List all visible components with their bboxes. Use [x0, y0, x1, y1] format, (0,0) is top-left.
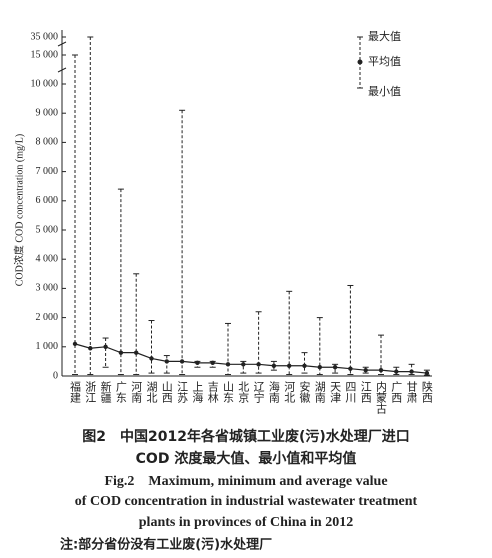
caption: plants in provinces of China in 2012 [139, 515, 353, 530]
y-tick-label: 10 000 [31, 78, 59, 89]
x-tick-label: 江西 [359, 381, 372, 403]
x-tick-label: 海南 [267, 380, 280, 403]
x-tick-label: 吉林 [206, 381, 219, 403]
caption: of COD concentration in industrial waste… [75, 494, 418, 509]
y-tick-label: 6 000 [36, 195, 59, 206]
average-dot [164, 359, 169, 364]
average-dot [363, 367, 368, 373]
caption: COD 浓度最大值、最小值和平均值 [136, 450, 357, 467]
x-tick-label: 山西 [160, 381, 173, 403]
x-tick-label: 江苏 [176, 381, 189, 404]
average-dot [394, 369, 399, 374]
average-dot [287, 363, 292, 368]
y-tick-label: 35 000 [31, 31, 59, 42]
x-tick-label: 浙江 [84, 381, 97, 403]
average-dot [210, 360, 215, 366]
average-dot [149, 356, 154, 361]
caption: 图2 中国2012年各省城镇工业废(污)水处理厂进口 [82, 428, 410, 445]
x-tick-label: 湖南 [313, 381, 326, 403]
legend-label: 最大值 [368, 29, 401, 43]
x-tick-label: 新疆 [99, 380, 112, 403]
average-dot [302, 363, 307, 368]
x-tick-label: 天津 [329, 381, 342, 403]
x-tick-label: 湖北 [145, 381, 158, 403]
y-tick-label: 2 000 [36, 312, 59, 323]
x-tick-label: 广西 [390, 381, 403, 403]
x-tick-label: 安徽 [298, 380, 311, 404]
average-dot [195, 360, 200, 366]
average-dot [424, 370, 430, 376]
x-tick-label: 四川 [344, 381, 357, 403]
y-tick-label: 15 000 [31, 49, 59, 60]
average-dot [348, 366, 353, 371]
average-dot [225, 362, 231, 367]
y-tick-label: 4 000 [36, 253, 59, 264]
legend-label: 平均值 [368, 55, 401, 68]
x-tick-label: 河南 [130, 381, 143, 403]
average-dot [103, 344, 108, 349]
y-tick-label: 5 000 [36, 224, 59, 235]
average-dot [88, 346, 93, 351]
average-dot [241, 362, 246, 367]
average-dot [271, 363, 277, 368]
x-tick-label: 广东 [114, 381, 127, 403]
y-tick-label: 3 000 [36, 283, 59, 294]
axis-break [57, 67, 67, 73]
average-dot [378, 367, 384, 373]
average-dot [134, 350, 139, 355]
y-tick-label: 8 000 [36, 137, 59, 148]
y-tick-label: 1 000 [36, 341, 59, 352]
x-tick-label: 辽宁 [252, 381, 265, 403]
x-tick-label: 陕西 [420, 380, 433, 403]
legend-dot [357, 59, 363, 65]
note: 注:部分省份没有工业废(污)水处理厂 [60, 537, 272, 553]
x-tick-label: 北京 [237, 381, 250, 404]
y-tick-label: 0 [53, 370, 58, 381]
average-dot [332, 365, 338, 370]
average-dot [409, 369, 414, 374]
x-tick-label: 内蒙古 [375, 380, 388, 414]
x-tick-label: 福建 [69, 380, 82, 404]
average-line [74, 343, 427, 374]
x-tick-label: 上海 [191, 381, 204, 404]
average-dot [317, 365, 322, 370]
axis-break [57, 41, 67, 47]
average-dot [179, 359, 185, 364]
caption: Fig.2 Maximum, minimum and average value [104, 474, 387, 489]
average-dot [256, 362, 261, 367]
legend-label: 最小值 [368, 85, 401, 98]
y-tick-label: 9 000 [36, 107, 59, 118]
y-axis-label: COD浓度 COD concentration (mg/L) [12, 134, 25, 286]
y-tick-label: 7 000 [36, 166, 59, 177]
average-dot [118, 350, 124, 355]
x-tick-label: 河北 [283, 381, 296, 403]
average-dot [72, 341, 78, 347]
x-tick-label: 甘肃 [405, 381, 418, 404]
x-tick-label: 山东 [222, 381, 235, 403]
